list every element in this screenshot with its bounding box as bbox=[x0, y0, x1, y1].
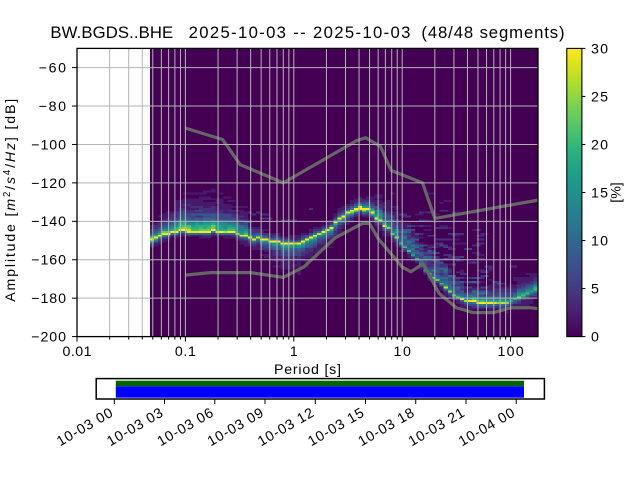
svg-text:−160: −160 bbox=[31, 253, 66, 269]
svg-text:1: 1 bbox=[290, 344, 298, 360]
svg-text:−60: −60 bbox=[39, 61, 66, 77]
svg-text:30: 30 bbox=[591, 41, 608, 57]
svg-text:−120: −120 bbox=[31, 176, 66, 192]
svg-text:−200: −200 bbox=[31, 330, 66, 346]
svg-text:25: 25 bbox=[591, 89, 608, 105]
svg-text:(48/48 segments): (48/48 segments) bbox=[421, 23, 564, 42]
svg-text:Amplitude [m2/s4/Hz] [dB]: Amplitude [m2/s4/Hz] [dB] bbox=[2, 99, 19, 302]
svg-text:0.1: 0.1 bbox=[175, 344, 196, 360]
svg-text:BW.BGDS..BHE: BW.BGDS..BHE bbox=[50, 23, 173, 42]
svg-text:−100: −100 bbox=[31, 137, 66, 153]
svg-text:20: 20 bbox=[591, 138, 608, 154]
svg-text:10: 10 bbox=[394, 344, 411, 360]
svg-text:0.01: 0.01 bbox=[63, 344, 92, 360]
svg-text:−140: −140 bbox=[31, 214, 66, 230]
svg-text:2025-10-03 -- 2025-10-03: 2025-10-03 -- 2025-10-03 bbox=[189, 23, 411, 42]
svg-text:100: 100 bbox=[498, 344, 524, 360]
svg-text:15: 15 bbox=[591, 186, 608, 202]
svg-text:5: 5 bbox=[591, 282, 599, 298]
svg-text:Period [s]: Period [s] bbox=[274, 362, 341, 378]
svg-text:0: 0 bbox=[591, 330, 599, 346]
svg-text:−180: −180 bbox=[31, 291, 66, 307]
svg-text:−80: −80 bbox=[39, 99, 66, 115]
svg-text:10: 10 bbox=[591, 234, 608, 250]
svg-text:[%]: [%] bbox=[609, 182, 625, 203]
